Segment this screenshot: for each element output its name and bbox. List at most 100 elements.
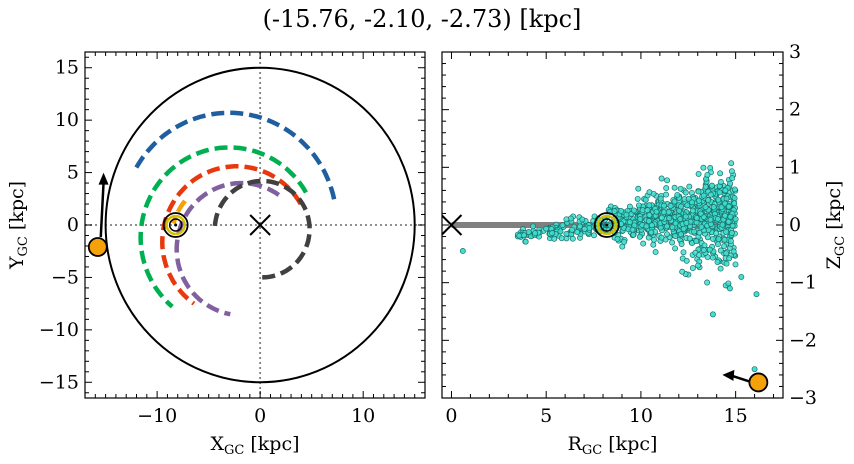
x-tick-label: 5	[540, 405, 552, 427]
star-point	[678, 231, 684, 238]
y-tick-label: −2	[789, 329, 817, 351]
star-point	[710, 235, 716, 242]
y-tick-label: 10	[55, 109, 79, 131]
star-point	[714, 216, 721, 222]
star-point	[626, 219, 633, 226]
star-point	[543, 225, 550, 232]
star-point	[648, 229, 655, 236]
star-point	[709, 311, 716, 318]
star-point	[679, 268, 686, 275]
star-point	[702, 204, 709, 211]
star-point	[725, 280, 732, 287]
star-point	[677, 185, 684, 192]
star-point	[714, 259, 721, 265]
star-point	[727, 285, 733, 292]
star-point	[722, 212, 729, 219]
galactic-center-marker	[442, 214, 463, 236]
star-point	[618, 208, 625, 214]
spiral-arm-5	[174, 180, 281, 317]
x-tick-label: 0	[254, 405, 266, 427]
star-point	[646, 212, 653, 218]
star-point	[717, 265, 724, 272]
x-tick-label: 15	[724, 405, 748, 427]
spiral-arm-4	[160, 164, 303, 306]
star-point	[680, 225, 687, 232]
plot-area	[442, 160, 760, 373]
galactic-center-marker	[249, 214, 271, 236]
y-tick-label: 2	[789, 99, 801, 121]
star-point	[664, 231, 670, 238]
star-point	[731, 186, 738, 193]
star-point	[695, 197, 702, 204]
star-point	[725, 203, 732, 210]
star-point	[621, 238, 628, 245]
y-tick-label: 5	[67, 162, 79, 184]
star-point	[522, 238, 529, 245]
star-point	[635, 185, 642, 192]
star-point	[635, 202, 642, 209]
star-point	[623, 211, 630, 218]
y-tick-label: −15	[39, 371, 79, 393]
star-point	[530, 223, 536, 230]
star-point	[696, 252, 702, 259]
star-point	[717, 179, 724, 185]
star-point	[721, 200, 728, 207]
star-point	[709, 254, 716, 261]
star-point	[591, 213, 598, 220]
star-point	[648, 222, 655, 229]
sun-center-dot	[605, 223, 609, 227]
star-point	[719, 221, 726, 228]
star-point	[664, 177, 671, 184]
star-point	[723, 250, 730, 257]
star-point	[728, 160, 735, 167]
star-point	[716, 189, 723, 196]
star-point	[640, 240, 647, 247]
y-tick-label: 0	[789, 214, 801, 236]
star-point	[557, 228, 564, 235]
star-point	[630, 207, 637, 214]
star-point	[700, 164, 707, 171]
star-point	[730, 248, 737, 255]
star-point	[709, 182, 715, 189]
star-point	[581, 226, 588, 232]
object-marker	[748, 372, 769, 393]
star-point	[678, 241, 685, 247]
star-point	[672, 220, 679, 227]
star-point	[727, 238, 734, 245]
star-point	[658, 175, 665, 182]
star-point	[722, 187, 729, 194]
spiral-arm-2	[138, 145, 308, 309]
star-point	[672, 245, 679, 252]
star-point	[666, 215, 673, 222]
star-point	[657, 195, 664, 202]
star-point	[669, 239, 676, 246]
star-point	[634, 195, 641, 202]
velocity-arrow-shaft	[99, 182, 105, 238]
star-point	[686, 183, 693, 190]
star-point	[525, 229, 532, 235]
star-point	[704, 171, 711, 178]
star-point	[700, 192, 707, 199]
star-point	[729, 175, 736, 182]
star-point	[663, 223, 670, 230]
star-point	[695, 262, 702, 269]
star-point	[695, 170, 702, 177]
star-point	[693, 238, 700, 245]
star-point	[721, 243, 728, 250]
star-point	[689, 199, 696, 206]
star-point	[549, 230, 556, 237]
sun-center-dot	[174, 223, 178, 227]
xy-panel: −10 0 10 −15 −10 −5 0 5 10 15 XGC [kpc] YGC [kpc]	[6, 51, 426, 458]
star-point	[672, 233, 679, 239]
y-tick-label: −5	[51, 266, 79, 288]
star-point	[728, 230, 735, 236]
star-point	[710, 204, 717, 211]
star-point	[652, 249, 659, 256]
star-point	[614, 236, 621, 242]
x-axis-label: XGC [kpc]	[210, 433, 299, 458]
star-point	[658, 214, 665, 221]
star-point	[521, 232, 528, 239]
object-marker	[87, 237, 108, 257]
star-point	[686, 235, 693, 242]
star-point	[715, 196, 722, 203]
